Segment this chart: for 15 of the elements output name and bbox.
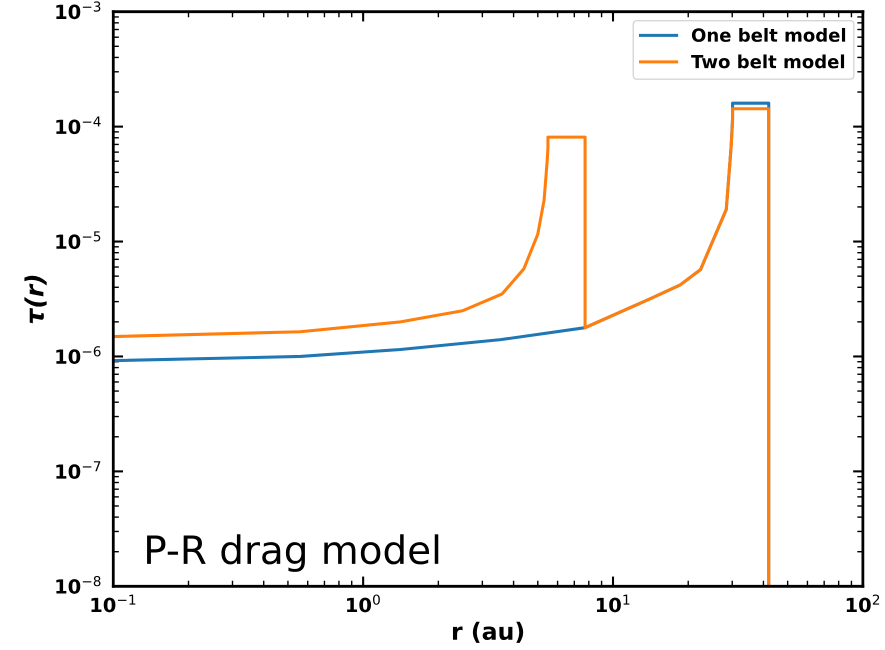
y-tick-label: 10$^{−4}$ xyxy=(56,116,101,134)
x-tick-label: 10$^{−1}$ xyxy=(91,594,136,612)
x-axis-title: r (au) xyxy=(452,622,524,643)
legend-label: One belt model xyxy=(692,28,846,42)
y-tick-label: 10$^{−6}$ xyxy=(56,346,101,364)
annotation: P-R drag model xyxy=(147,534,438,572)
legend-label: Two belt model xyxy=(691,54,844,68)
x-tick-label: 10$^{0}$ xyxy=(347,594,380,612)
y-tick-label: 10$^{−3}$ xyxy=(56,1,100,20)
x-tick-label: 10$^{2}$ xyxy=(846,594,880,612)
y-tick-label: 10$^{−5}$ xyxy=(56,231,100,250)
y-tick-label: 10$^{−8}$ xyxy=(56,576,101,594)
y-axis-title: τ(r) xyxy=(24,276,47,324)
x-tick-label: 10$^{1}$ xyxy=(596,594,630,612)
y-tick-label: 10$^{−7}$ xyxy=(56,461,100,479)
